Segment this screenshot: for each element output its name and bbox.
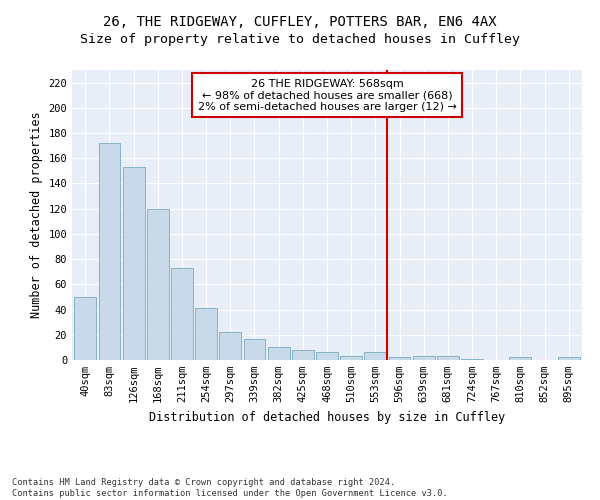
Bar [195, 308, 217, 360]
Text: 26, THE RIDGEWAY, CUFFLEY, POTTERS BAR, EN6 4AX: 26, THE RIDGEWAY, CUFFLEY, POTTERS BAR, … [103, 15, 497, 29]
Bar [509, 358, 531, 360]
X-axis label: Distribution of detached houses by size in Cuffley: Distribution of detached houses by size … [149, 410, 505, 424]
Bar [364, 352, 386, 360]
Bar [123, 167, 145, 360]
Bar [437, 356, 459, 360]
Bar [292, 350, 314, 360]
Bar [340, 356, 362, 360]
Y-axis label: Number of detached properties: Number of detached properties [30, 112, 43, 318]
Bar [147, 208, 169, 360]
Bar [98, 143, 121, 360]
Bar [316, 352, 338, 360]
Bar [389, 358, 410, 360]
Bar [268, 348, 290, 360]
Bar [413, 356, 434, 360]
Bar [74, 297, 96, 360]
Bar [220, 332, 241, 360]
Text: Size of property relative to detached houses in Cuffley: Size of property relative to detached ho… [80, 32, 520, 46]
Text: 26 THE RIDGEWAY: 568sqm
← 98% of detached houses are smaller (668)
2% of semi-de: 26 THE RIDGEWAY: 568sqm ← 98% of detache… [197, 78, 457, 112]
Bar [171, 268, 193, 360]
Bar [461, 358, 483, 360]
Bar [558, 358, 580, 360]
Text: Contains HM Land Registry data © Crown copyright and database right 2024.
Contai: Contains HM Land Registry data © Crown c… [12, 478, 448, 498]
Bar [244, 338, 265, 360]
